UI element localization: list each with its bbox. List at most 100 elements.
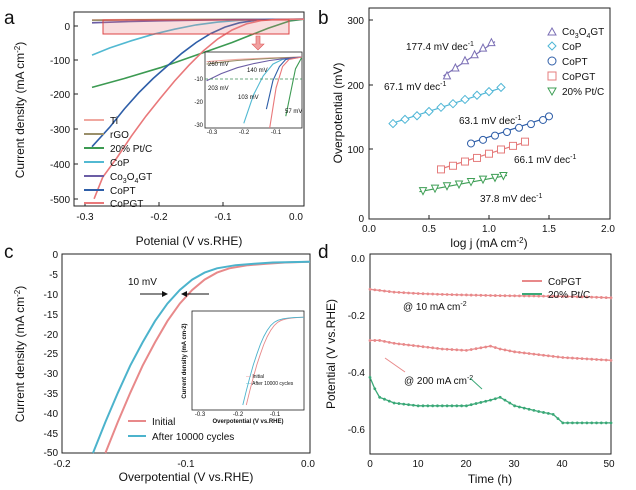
data-point xyxy=(383,397,386,401)
data-point xyxy=(478,175,488,185)
data-point xyxy=(455,293,459,297)
series-line xyxy=(370,339,612,361)
data-point xyxy=(518,405,521,409)
data-point xyxy=(479,346,483,350)
data-point xyxy=(503,398,507,402)
data-point xyxy=(411,344,415,347)
data-point xyxy=(595,421,598,425)
data-point xyxy=(469,403,473,407)
data-point xyxy=(474,347,478,351)
legend-marker xyxy=(547,71,557,81)
inset-label: 140 mV xyxy=(247,68,268,74)
panel-a-label: a xyxy=(4,8,15,29)
legend-label: 20% Pt/C xyxy=(562,87,604,98)
data-point xyxy=(431,346,435,350)
data-point xyxy=(383,339,386,343)
data-point xyxy=(513,404,516,408)
inset-frame xyxy=(191,310,305,411)
data-point xyxy=(426,345,430,349)
data-point xyxy=(508,401,512,405)
data-point xyxy=(416,404,420,408)
panel-c-label: c xyxy=(4,242,14,263)
inset-xtick: -0.2 xyxy=(239,130,250,136)
data-point xyxy=(561,421,565,425)
d-xtick: 0 xyxy=(367,459,373,470)
data-point xyxy=(527,294,531,298)
fit-line xyxy=(389,86,505,125)
panel-c: c -0.2 -0.1 0.0 0 -5 -10 -15 -20 -25 -30… xyxy=(4,242,315,484)
data-point xyxy=(527,120,535,129)
data-point xyxy=(542,411,545,414)
data-point xyxy=(431,404,435,408)
data-point xyxy=(421,345,425,349)
legend-label: CoP xyxy=(562,42,582,53)
data-point xyxy=(436,292,439,296)
data-point xyxy=(436,404,439,408)
data-point xyxy=(440,347,444,351)
data-point xyxy=(575,295,579,299)
data-point xyxy=(590,295,594,299)
c-ytick: -15 xyxy=(44,310,59,321)
legend-label: CoPT xyxy=(562,57,588,68)
inset-xtick: -0.1 xyxy=(271,130,282,136)
data-point xyxy=(503,348,507,352)
data-point xyxy=(466,178,476,187)
data-point xyxy=(445,347,449,351)
data-point xyxy=(493,294,497,297)
data-point xyxy=(467,139,475,148)
data-point xyxy=(595,295,598,299)
data-point xyxy=(580,357,584,361)
c-ytick: -50 xyxy=(44,448,59,459)
d-xtick: 20 xyxy=(460,459,472,470)
panel-c-xticks: -0.2 -0.1 0.0 xyxy=(53,459,315,470)
data-point xyxy=(397,290,401,294)
data-point xyxy=(373,288,377,292)
legend-label: Initial xyxy=(152,417,175,428)
legend-label-co3o4gt: Co3O4GT xyxy=(562,27,604,40)
data-point xyxy=(575,356,579,360)
panel-b: b 0.0 0.5 1.0 1.5 2.0 0 100 200 300 log … xyxy=(318,7,615,250)
data-point xyxy=(392,341,396,345)
data-point xyxy=(498,347,502,351)
data-point xyxy=(513,350,516,354)
b-xtick: 2.0 xyxy=(601,224,615,235)
data-point xyxy=(566,295,570,298)
data-point xyxy=(426,292,430,296)
data-point xyxy=(537,353,541,357)
a-xtick: -0.3 xyxy=(76,212,94,223)
c-ytick: -10 xyxy=(44,290,59,301)
panel-a-tickmarks xyxy=(74,25,224,206)
inset-ytick: -10 xyxy=(194,77,203,83)
b-xtick: 1.0 xyxy=(482,224,496,235)
data-point xyxy=(508,349,512,353)
data-point xyxy=(469,348,473,351)
tafel-label: 63.1 mV dec-1 xyxy=(459,115,521,127)
legend-label: After 10000 cycles xyxy=(152,432,234,443)
data-point xyxy=(412,111,422,121)
legend-label-co3o4gt: Co3O4GT xyxy=(110,172,152,185)
data-point xyxy=(491,131,499,140)
tafel-label: 37.8 mV dec-1 xyxy=(480,193,542,205)
data-point xyxy=(424,106,434,117)
legend-marker xyxy=(547,87,557,97)
data-point xyxy=(498,395,502,399)
data-point xyxy=(566,356,570,360)
inset-label: 203 mV xyxy=(208,86,229,92)
data-point xyxy=(407,291,410,295)
data-point xyxy=(465,348,468,352)
data-point xyxy=(561,294,565,298)
data-point xyxy=(503,294,507,298)
inset-xtick: -0.2 xyxy=(233,412,244,418)
data-point xyxy=(527,352,531,355)
data-point xyxy=(493,346,497,349)
d-arrow-icon xyxy=(384,357,406,373)
data-point xyxy=(387,399,391,403)
data-point xyxy=(497,145,505,154)
data-point xyxy=(450,404,454,408)
panel-d: d 0 10 20 30 40 50 0.0 -0.2 -0.4 -0.6 Ti… xyxy=(318,242,615,486)
data-point xyxy=(556,417,560,421)
data-point xyxy=(604,296,608,300)
data-point xyxy=(402,402,406,406)
c-xtick: -0.1 xyxy=(177,459,195,470)
